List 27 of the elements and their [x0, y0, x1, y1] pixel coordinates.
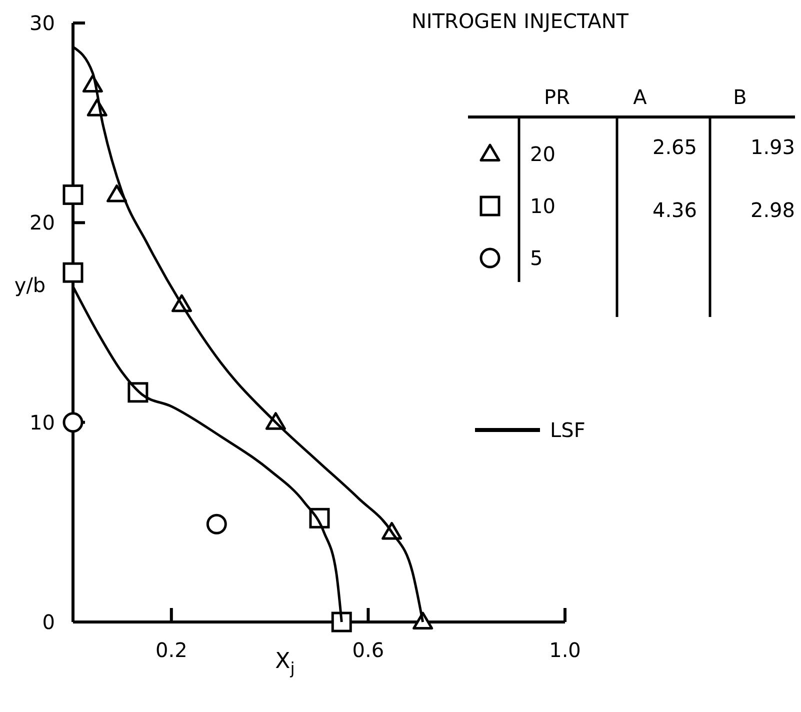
chart-title: NITROGEN INJECTANT — [411, 9, 630, 33]
point — [206, 514, 227, 534]
y-tick-label: 20 — [30, 210, 55, 235]
y-tick-label: 0 — [42, 610, 55, 634]
point — [62, 184, 84, 205]
text: 2.98 — [750, 198, 795, 222]
y-axis-title: y/b — [14, 273, 46, 297]
point — [106, 184, 128, 202]
x-tick-label: 0.6 — [352, 638, 384, 662]
legend-label: 10 — [530, 194, 556, 218]
point — [331, 612, 352, 632]
x-axis-title: X$_{j}$ — [275, 649, 295, 678]
y-tick-label: 10 — [30, 410, 55, 434]
legend-label: LSF — [550, 418, 586, 442]
legend-label: 5 — [530, 246, 543, 270]
legend-label: 20 — [530, 142, 556, 166]
point — [62, 262, 84, 283]
text: 1.93 — [750, 135, 795, 159]
point — [62, 412, 84, 433]
y-tick-label: 30 — [30, 11, 55, 35]
text: B — [733, 85, 747, 109]
text: 4.36 — [652, 198, 697, 222]
text: 2.65 — [652, 135, 697, 159]
x-tick-label: 1.0 — [549, 638, 581, 662]
text: A — [633, 85, 648, 109]
x-tick-label: 0.2 — [155, 638, 188, 662]
legend-title: PR — [544, 85, 570, 109]
